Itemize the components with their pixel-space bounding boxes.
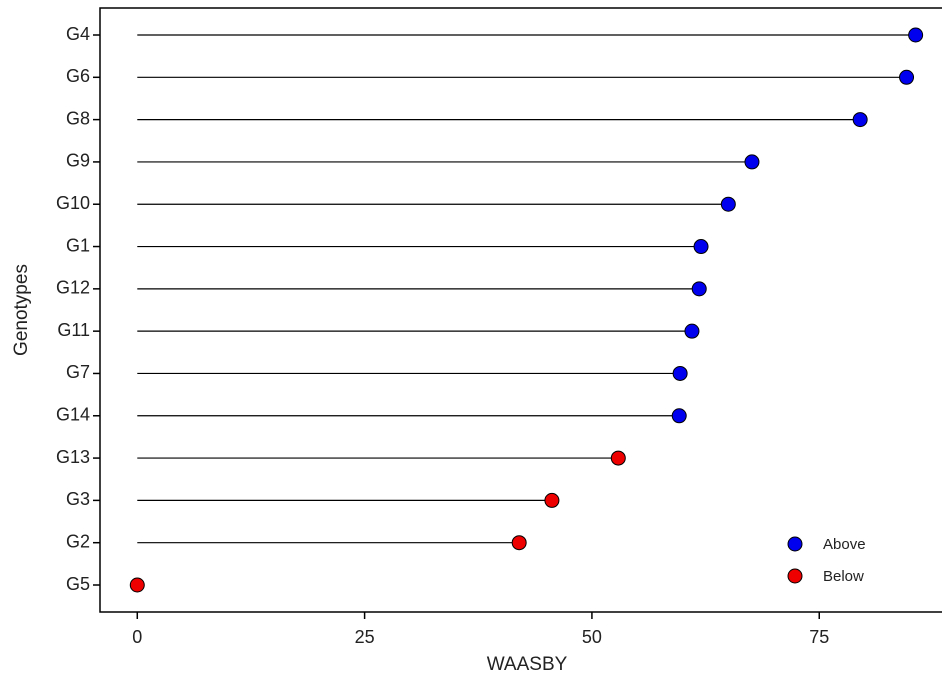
plot-frame [99, 7, 942, 613]
y-tick-label: G12 [56, 278, 90, 298]
dot [129, 577, 145, 593]
legend-label: Above [823, 536, 866, 553]
x-axis-label: WAASBY [487, 654, 568, 675]
dot [671, 408, 687, 424]
y-tick-label: G2 [66, 531, 90, 551]
dot [908, 27, 924, 43]
y-tick-label: G7 [66, 362, 90, 382]
y-tick-label: G3 [66, 489, 90, 509]
y-axis-label: Genotypes [11, 264, 32, 356]
dot [720, 196, 736, 212]
legend-marker [787, 536, 803, 552]
y-tick-label: G4 [66, 24, 90, 44]
dot [684, 323, 700, 339]
dot [511, 535, 527, 551]
dot [693, 239, 709, 255]
dot [899, 69, 915, 85]
y-tick-label: G9 [66, 151, 90, 171]
y-tick-label: G1 [66, 235, 90, 255]
dot [744, 154, 760, 170]
dot [691, 281, 707, 297]
x-tick-label: 75 [809, 627, 829, 647]
legend-label: Below [823, 568, 864, 585]
dot [852, 112, 868, 128]
y-tick-label: G5 [66, 574, 90, 594]
dot [672, 365, 688, 381]
x-tick-label: 50 [582, 627, 602, 647]
y-tick-label: G10 [56, 193, 90, 213]
y-tick-label: G13 [56, 447, 90, 467]
y-tick-label: G6 [66, 66, 90, 86]
y-tick-label: G8 [66, 108, 90, 128]
dot [544, 492, 560, 508]
x-tick-label: 0 [132, 627, 142, 647]
x-tick-label: 25 [355, 627, 375, 647]
y-tick-label: G11 [57, 320, 90, 340]
legend-marker [787, 568, 803, 584]
dot [610, 450, 626, 466]
y-tick-label: G14 [56, 405, 90, 425]
